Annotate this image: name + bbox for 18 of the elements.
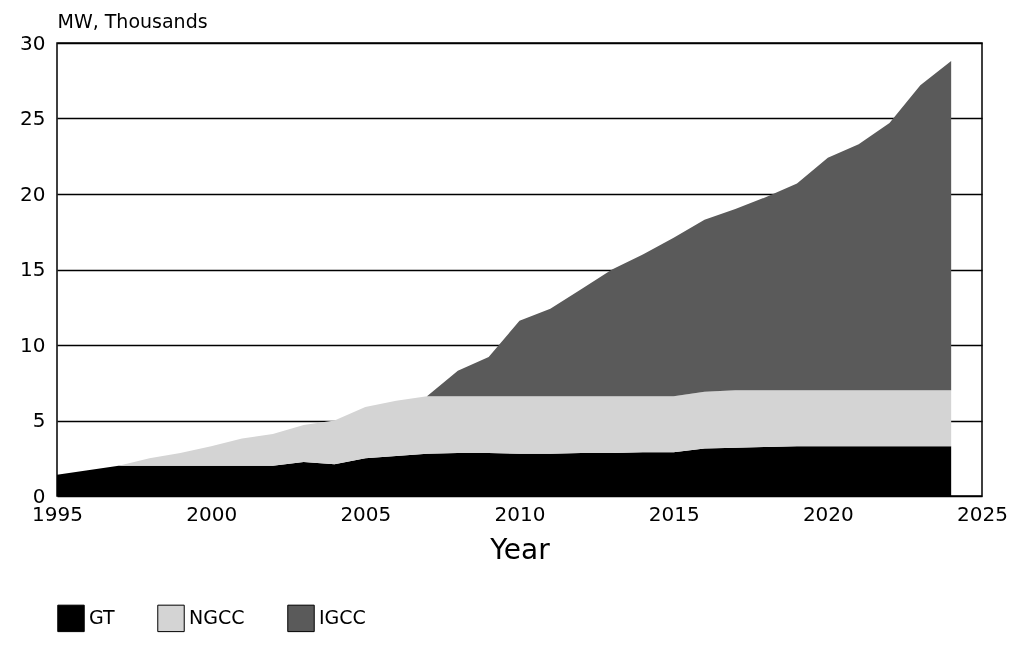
y-tick-label: 0: [32, 483, 46, 508]
y-tick-label: 20: [20, 181, 46, 206]
x-tick-label: 2005: [340, 501, 392, 526]
legend-label: NGCC: [189, 606, 245, 629]
legend-label: GT: [89, 606, 116, 629]
y-tick-label: 15: [20, 257, 46, 281]
y-tick-label: 30: [20, 30, 46, 55]
x-tick-label: 2020: [802, 501, 854, 526]
x-tick-label: 2000: [186, 501, 238, 526]
x-tick-label: 2025: [957, 501, 1008, 526]
y-tick-label: 25: [20, 106, 46, 130]
y-axis-title: MW, Thousands: [57, 9, 208, 32]
x-tick-label: 2015: [648, 501, 700, 526]
x-axis-title: Year: [489, 532, 551, 566]
y-tick-label: 5: [32, 408, 46, 432]
legend-label: IGCC: [319, 606, 366, 629]
x-tick-label: 2010: [494, 501, 546, 526]
y-tick-label: 10: [20, 332, 46, 357]
